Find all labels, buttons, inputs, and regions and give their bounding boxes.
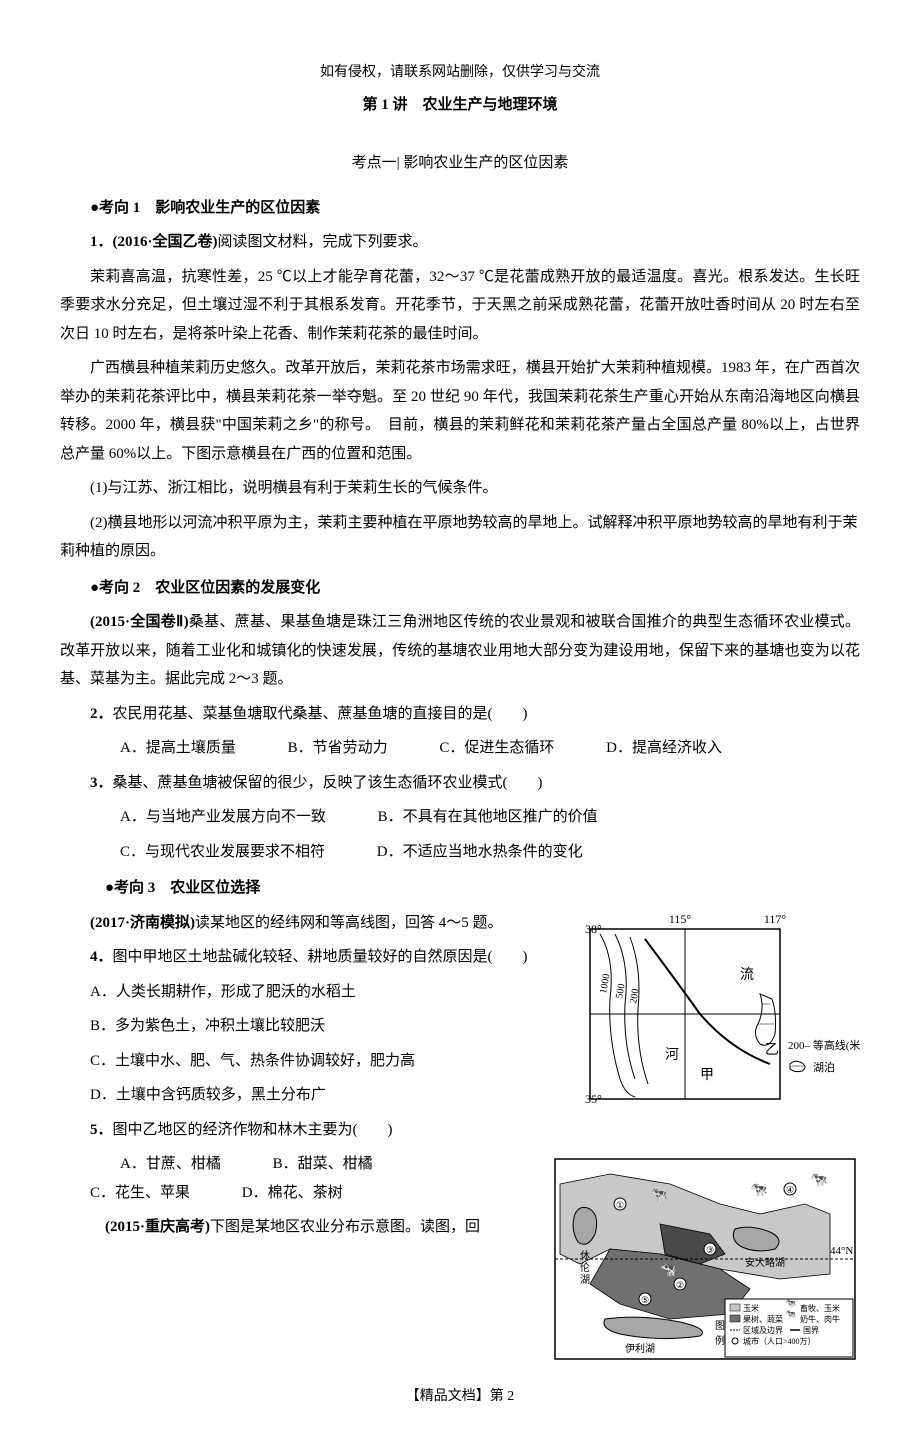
flow-label: 流 <box>740 967 754 983</box>
q5-stem: 图中乙地区的经济作物和林木主要为( ) <box>113 1122 393 1138</box>
header-note: 如有侵权，请联系网站删除，仅供学习与交流 <box>60 60 860 87</box>
q2-label: 2． <box>90 706 113 722</box>
cow-icon-1: 🐄 <box>650 1188 667 1203</box>
marker-3: ③ <box>706 1245 714 1255</box>
q2-opt-c: C．促进生态循环 <box>409 734 554 763</box>
kaoxiang-2: ●考向 2 农业区位因素的发展变化 <box>60 574 860 603</box>
lat-35: 35° <box>585 1092 602 1106</box>
legend-label: 图 <box>715 1320 725 1332</box>
q5-opt-c: C．花生、苹果 <box>60 1179 190 1208</box>
q4-intro-label: (2017·济南模拟) <box>90 915 195 931</box>
q4-opt-d: D．土壤中含钙质较多，黑土分布广 <box>90 1087 326 1103</box>
q1-paragraph-2: 广西横县种植茉莉历史悠久。改革开放后，茉莉花茶市场需求旺，横县开始扩大茉莉种植规… <box>60 354 860 468</box>
legend-region: 区域及边界 <box>743 1325 783 1335</box>
q4-opt-a: A．人类长期耕作，形成了肥沃的水稻土 <box>90 984 356 1000</box>
q1-stem: 阅读图文材料，完成下列要求。 <box>218 234 428 250</box>
agriculture-map-diagram: 休 伦 湖 安大略湖 伊利湖 44°N ① ② ③ ④ ⑤ 🐄 🐄 🐄 <box>550 1154 860 1364</box>
q4-opt-c: C．土壤中水、肥、气、热条件协调较好，肥力高 <box>90 1053 415 1069</box>
q6-intro-text: 下图是某地区农业分布示意图。读图，回 <box>210 1219 480 1235</box>
kaoxiang-3: ●考向 3 农业区位选择 <box>60 874 860 903</box>
legend-livestock-corn: 畜牧、玉米 <box>800 1303 840 1313</box>
q3-opt-c: C．与现代农业发展要求不相符 <box>90 838 325 867</box>
marker-1: ① <box>616 1200 624 1210</box>
q1-sub2: (2)横县地形以河流冲积平原为主，茉莉主要种植在平原地势较高的旱地上。试解释冲积… <box>60 509 860 566</box>
lon-115: 115° <box>669 912 692 926</box>
cow-icon-4: 🐄 <box>660 1263 677 1278</box>
q3-opt-b: B．不具有在其他地区推广的价值 <box>348 803 598 832</box>
river-label: 河 <box>665 1047 679 1063</box>
q5-label: 5． <box>90 1122 113 1138</box>
q3-stem: 桑基、蔗基鱼塘被保留的很少，反映了该生态循环农业模式( ) <box>113 775 543 791</box>
q4-opt-b: B．多为紫色土，冲积土壤比较肥沃 <box>90 1018 325 1034</box>
cow-icon-2: 🐄 <box>750 1183 767 1198</box>
legend-contour: 200– 等高线(米) <box>788 1038 860 1052</box>
marker-4: ④ <box>786 1185 794 1195</box>
svg-text:例: 例 <box>715 1334 725 1347</box>
question-5: 5．图中乙地区的经济作物和林木主要为( ) <box>60 1116 860 1145</box>
q1-sub1: (1)与江苏、浙江相比，说明横县有利于茉莉生长的气候条件。 <box>60 474 860 503</box>
question-3: 3．桑基、蔗基鱼塘被保留的很少，反映了该生态循环农业模式( ) <box>60 769 860 798</box>
legend-city: 城市（人口>400万） <box>743 1336 816 1346</box>
svg-text:湖: 湖 <box>580 1274 590 1286</box>
marker-5: ⑤ <box>641 1295 649 1305</box>
q1-paragraph-1: 茉莉喜高温，抗寒性差，25 ℃以上才能孕育花蕾，32～37 ℃是花蕾成熟开放的最… <box>60 263 860 349</box>
q4-label: 4． <box>90 949 113 965</box>
q3-options-1: A．与当地产业发展方向不一致 B．不具有在其他地区推广的价值 <box>60 803 860 832</box>
legend-cowicon-2: 🐄 <box>785 1309 796 1319</box>
kaoxiang-1: ●考向 1 影响农业生产的区位因素 <box>60 194 860 223</box>
marker-2: ② <box>676 1280 684 1290</box>
q5-opt-d: D．棉花、茶树 <box>212 1179 343 1208</box>
q2-opt-b: B．节省劳动力 <box>258 734 388 763</box>
page-footer: 【精品文档】第 2 <box>60 1384 860 1411</box>
legend-border: 国界 <box>803 1326 819 1335</box>
q6-intro-label: (2015·重庆高考) <box>105 1219 210 1235</box>
legend-dairy: 奶牛、肉牛 <box>800 1314 840 1324</box>
legend-corn: 玉米 <box>743 1303 759 1313</box>
contour-map-diagram: 115° 117° 38° 35° 1000 500 200 河 流 甲 乙 2… <box>580 909 860 1119</box>
lake-erie: 伊利湖 <box>625 1343 655 1355</box>
q3-options-2: C．与现代农业发展要求不相符 D．不适应当地水热条件的变化 <box>60 838 860 867</box>
q2-3-intro: (2015·全国卷Ⅱ)桑基、蔗基、果基鱼塘是珠江三角洲地区传统的农业景观和被联合… <box>60 608 860 694</box>
q2-opt-a: A．提高土壤质量 <box>90 734 236 763</box>
lat-38: 38° <box>585 922 602 936</box>
lake-huron: 休 <box>580 1250 590 1262</box>
q2-stem: 农民用花基、菜基鱼塘取代桑基、蔗基鱼塘的直接目的是( ) <box>113 706 528 722</box>
q3-opt-d: D．不适应当地水热条件的变化 <box>347 838 583 867</box>
q2-intro-label: (2015·全国卷Ⅱ) <box>90 614 189 630</box>
question-1-header: 1．(2016·全国乙卷)阅读图文材料，完成下列要求。 <box>60 228 860 257</box>
kaodian-label: 考点一| 影响农业生产的区位因素 <box>60 149 860 178</box>
q5-opt-a: A．甘蔗、柑橘 <box>90 1150 221 1179</box>
cow-icon-3: 🐄 <box>810 1173 827 1188</box>
svg-text:伦: 伦 <box>580 1261 590 1274</box>
legend-fruit: 果树、蔬菜 <box>743 1314 783 1324</box>
lat-44n: 44°N <box>830 1245 853 1257</box>
lake-ontario: 安大略湖 <box>745 1256 785 1269</box>
q3-label: 3． <box>90 775 113 791</box>
place-yi: 乙 <box>765 1042 779 1058</box>
question-2: 2．农民用花基、菜基鱼塘取代桑基、蔗基鱼塘的直接目的是( ) <box>60 700 860 729</box>
lecture-title: 第 1 讲 农业生产与地理环境 <box>60 91 860 120</box>
q5-opt-b: B．甜菜、柑橘 <box>243 1150 373 1179</box>
q4-stem: 图中甲地区土地盐碱化较轻、耕地质量较好的自然原因是( ) <box>113 949 528 965</box>
legend-cowicon-1: 🐄 <box>785 1298 796 1308</box>
lon-117: 117° <box>764 912 787 926</box>
legend-lake: 湖泊 <box>813 1061 835 1074</box>
q1-label: 1．(2016·全国乙卷) <box>90 234 218 250</box>
q3-opt-a: A．与当地产业发展方向不一致 <box>90 803 326 832</box>
q4-intro-text: 读某地区的经纬网和等高线图，回答 4～5 题。 <box>195 915 503 931</box>
place-jia: 甲 <box>700 1068 714 1083</box>
q2-options: A．提高土壤质量 B．节省劳动力 C．促进生态循环 D．提高经济收入 <box>60 734 860 763</box>
q2-opt-d: D．提高经济收入 <box>576 734 722 763</box>
